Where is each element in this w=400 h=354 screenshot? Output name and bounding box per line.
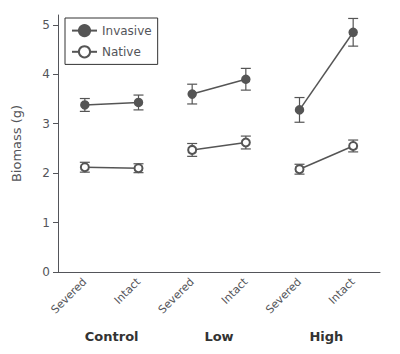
svg-text:Intact: Intact: [219, 275, 251, 307]
svg-text:Native: Native: [102, 45, 141, 59]
svg-text:Control: Control: [85, 329, 139, 344]
svg-text:5: 5: [42, 18, 50, 32]
svg-text:Invasive: Invasive: [102, 24, 152, 38]
svg-text:Severed: Severed: [263, 275, 304, 316]
svg-text:1: 1: [42, 216, 50, 230]
svg-text:2: 2: [42, 166, 50, 180]
svg-text:4: 4: [42, 67, 50, 81]
svg-text:High: High: [309, 329, 343, 344]
svg-text:Intact: Intact: [112, 275, 144, 307]
svg-text:3: 3: [42, 117, 50, 131]
svg-text:Biomass (g): Biomass (g): [9, 105, 24, 182]
svg-text:Severed: Severed: [48, 275, 89, 316]
svg-text:Low: Low: [204, 329, 233, 344]
svg-text:Severed: Severed: [156, 275, 197, 316]
svg-text:Intact: Intact: [326, 275, 358, 307]
svg-text:0: 0: [42, 265, 50, 279]
